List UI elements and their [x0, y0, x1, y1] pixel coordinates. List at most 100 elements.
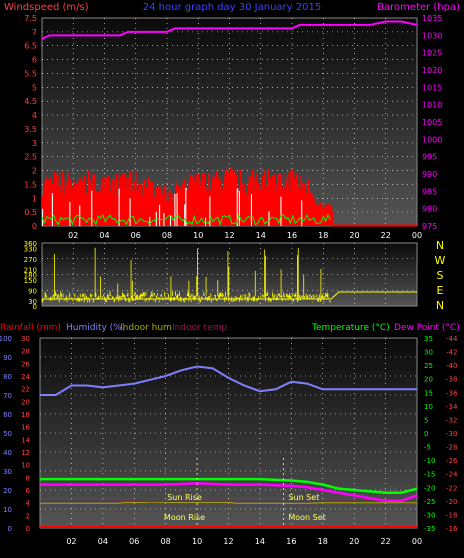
gust-bar	[169, 215, 172, 226]
temperature-y-tick: 20	[424, 376, 433, 384]
wind-bar	[161, 193, 163, 226]
wind-bar	[208, 173, 210, 226]
wind-bar	[188, 180, 191, 226]
wind-bar	[168, 190, 171, 226]
wind-y-tick: 4	[32, 111, 37, 120]
gust-bar	[51, 193, 54, 226]
dewpoint-y-tick: -40	[446, 362, 457, 370]
wind-bar	[254, 189, 256, 226]
wind-bar	[266, 185, 268, 226]
wind-bar	[66, 184, 68, 226]
wind-bar	[112, 178, 114, 226]
barometer-y-tick: 1005	[422, 118, 442, 127]
x-tick-label: 02	[68, 231, 78, 240]
wind-bar	[142, 183, 145, 226]
wind-bar	[108, 182, 111, 226]
wind-bar	[60, 184, 63, 226]
barometer-y-tick: 1015	[422, 83, 442, 92]
barometer-y-tick: 1010	[422, 101, 442, 110]
chart-title: 24 hour graph day 30 January 2015	[143, 2, 321, 13]
wind-bar	[160, 187, 162, 226]
wind-bar	[140, 187, 143, 226]
wind-bar	[215, 170, 218, 226]
wind-bar	[48, 189, 51, 226]
wind-bar	[43, 190, 45, 226]
wind-bar	[49, 177, 52, 226]
wind-bar	[183, 182, 185, 226]
wind-bar	[62, 177, 65, 226]
barometer-line	[41, 20, 418, 40]
wind-bar	[244, 183, 246, 226]
temperature-y-tick: -35	[424, 525, 435, 533]
x-tick-label-bottom: 20	[349, 537, 359, 546]
wind-bar	[175, 184, 178, 226]
moon-rise-label: Moon Rise	[164, 513, 205, 522]
compass-label: N	[436, 239, 444, 252]
wind-bar	[81, 180, 83, 226]
wind-bar	[144, 191, 147, 226]
compass-label: W	[435, 254, 446, 267]
wind-bar	[299, 175, 301, 226]
wind-bar	[314, 198, 316, 226]
indoor-temp-line	[40, 500, 417, 503]
wind-bar	[127, 177, 129, 226]
indoor-hum-legend: Indoor hum	[120, 323, 172, 333]
wind-bar	[46, 181, 48, 226]
barometer-y-tick: 1035	[422, 14, 442, 23]
wind-bar	[64, 181, 67, 226]
dewpoint-y-tick: -34	[446, 403, 458, 411]
x-tick-label-bottom: 08	[161, 537, 171, 546]
wind-bar	[145, 187, 148, 226]
wind-bar	[75, 184, 78, 226]
gust-bar	[184, 204, 186, 226]
wind-bar	[97, 191, 100, 226]
wind-bar	[320, 202, 323, 226]
wind-bar	[241, 189, 243, 226]
wind-bar	[204, 187, 207, 226]
wind-bar	[166, 191, 169, 226]
gust-bar	[42, 208, 44, 226]
wind-y-tick: 0.5	[24, 208, 37, 217]
barometer-y-tick: 995	[422, 153, 437, 162]
wind-bar	[155, 186, 158, 226]
gust-bar	[176, 193, 179, 226]
wind-bar	[224, 171, 227, 226]
wind-bar	[259, 190, 262, 226]
temperature-y-tick: 10	[424, 403, 433, 411]
wind-bar	[288, 186, 290, 226]
wind-bar	[131, 190, 134, 226]
temperature-y-tick: -10	[424, 457, 435, 465]
dewpoint-y-tick: -18	[446, 511, 457, 519]
x-tick-label: 18	[318, 231, 328, 240]
wind-bar	[291, 169, 293, 226]
wind-bar	[190, 192, 193, 226]
rainfall-legend: Rainfall (mm)	[0, 323, 61, 333]
wind-bar	[133, 181, 136, 226]
temperature-y-tick: -15	[424, 471, 435, 479]
wind-bar	[235, 174, 238, 226]
wind-bar	[270, 193, 273, 226]
temperature-line	[40, 477, 418, 494]
dewpoint-legend: Dew Point (°C)	[394, 323, 460, 333]
indoor-y-tick: 2	[26, 512, 30, 520]
indoor-y-tick: 14	[21, 436, 30, 444]
wind-bar	[44, 182, 46, 226]
wind-bar	[173, 192, 175, 226]
wind-bar	[220, 193, 222, 226]
direction-y-tick: 150	[24, 277, 37, 285]
wind-y-tick: 1.5	[24, 180, 37, 189]
wind-bar	[197, 173, 199, 226]
wind-bar	[179, 188, 182, 226]
indoor-y-tick: 20	[21, 398, 30, 406]
humidity-legend: Humidity (%)	[66, 323, 125, 333]
wind-bar	[246, 192, 249, 226]
direction-y-tick: 360	[24, 240, 37, 248]
wind-bar	[152, 198, 155, 226]
wind-bar	[326, 204, 328, 226]
wind-bar	[231, 170, 233, 226]
wind-bar	[148, 176, 150, 226]
wind-bar	[211, 179, 214, 226]
wind-bar	[212, 175, 215, 226]
wind-bar	[58, 174, 61, 226]
wind-bar	[150, 181, 152, 226]
